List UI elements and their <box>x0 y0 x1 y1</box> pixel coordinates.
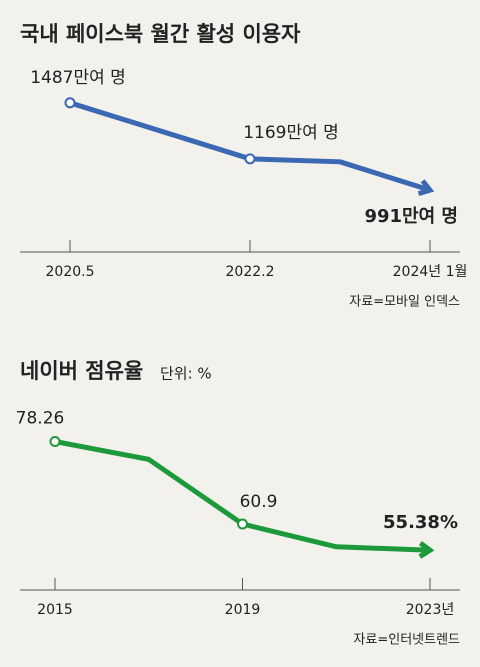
x-tick-label: 2024년 1월 <box>393 264 468 280</box>
x-tick-label: 2015 <box>37 602 73 618</box>
chart-title: 국내 페이스북 월간 활성 이용자 <box>20 22 301 46</box>
value-label: 1169만여 명 <box>243 123 339 143</box>
value-label: 991만여 명 <box>364 206 458 227</box>
arrowhead <box>418 541 435 559</box>
chart-title: 네이버 점유율 <box>20 359 143 383</box>
point-marker <box>64 97 76 109</box>
value-label: 78.26 <box>16 409 65 429</box>
point-marker <box>49 436 61 448</box>
value-label: 60.9 <box>240 492 278 512</box>
point-marker <box>237 518 248 530</box>
x-tick-label: 2022.2 <box>226 264 275 280</box>
x-tick-label: 2023년 <box>406 602 455 618</box>
x-tick-label: 2020.5 <box>46 264 95 280</box>
value-label: 1487만여 명 <box>30 68 126 88</box>
source: 자료=모바일 인덱스 <box>349 295 460 310</box>
source: 자료=인터넷트렌드 <box>353 633 460 648</box>
value-label: 55.38% <box>383 512 458 533</box>
x-tick-label: 2019 <box>225 602 261 618</box>
point-marker <box>244 153 256 165</box>
chart-subtitle: 단위: % <box>160 365 212 383</box>
arrowhead <box>417 179 435 197</box>
